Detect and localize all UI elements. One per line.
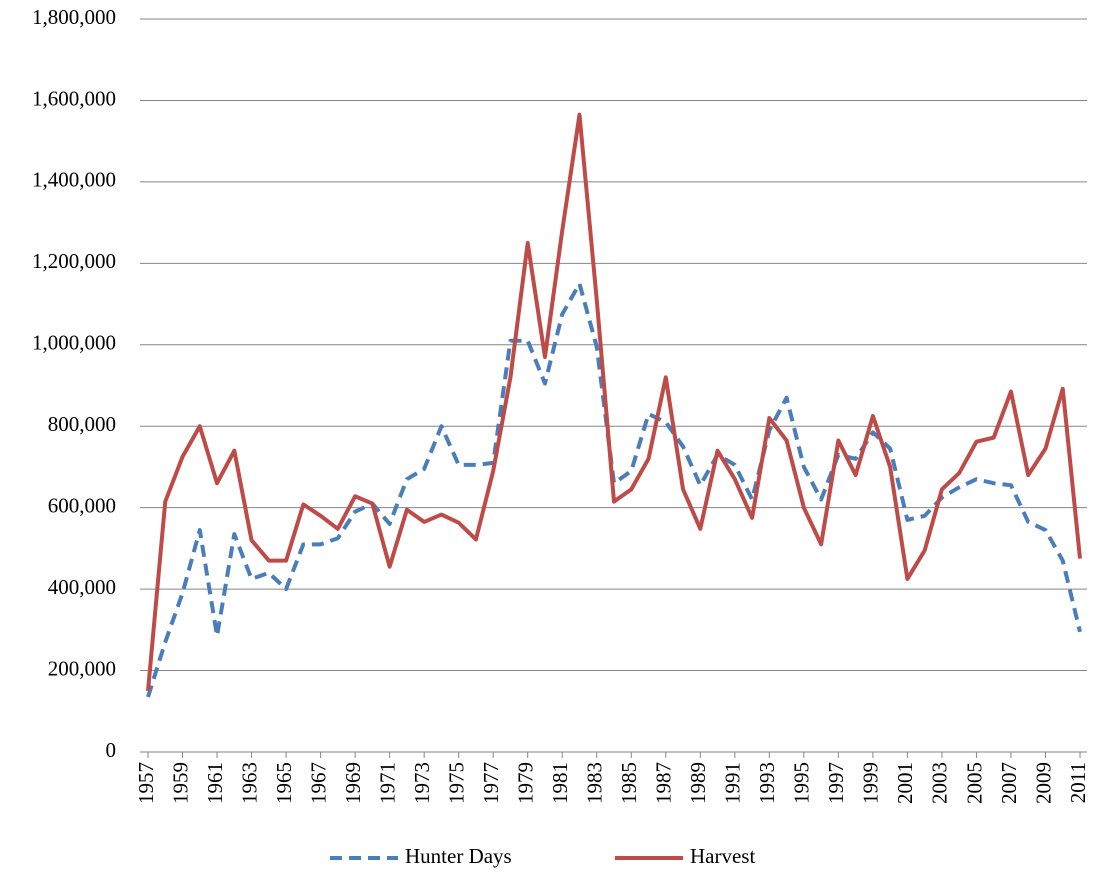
x-tick-label: 1993 <box>755 762 779 804</box>
legend-label: Hunter Days <box>405 844 512 868</box>
y-tick-label: 400,000 <box>48 575 116 599</box>
y-tick-label: 600,000 <box>48 493 116 517</box>
legend-label: Harvest <box>690 844 755 868</box>
x-tick-label: 1973 <box>410 762 434 804</box>
x-tick-label: 2005 <box>962 762 986 804</box>
y-tick-label: 1,000,000 <box>32 331 116 355</box>
x-tick-label: 1983 <box>583 762 607 804</box>
series-line <box>146 281 1082 698</box>
x-tick-label: 1981 <box>548 762 572 804</box>
x-tick-label: 1969 <box>341 762 365 804</box>
y-tick-label: 1,400,000 <box>32 168 116 192</box>
x-tick-label: 2003 <box>928 762 952 804</box>
x-tick-label: 1965 <box>272 762 296 804</box>
x-tick-label: 1967 <box>306 762 330 804</box>
x-tick-label: 1977 <box>479 762 503 804</box>
y-tick-label: 800,000 <box>48 412 116 436</box>
x-tick-label: 2009 <box>1031 762 1055 804</box>
x-tick-label: 1975 <box>444 762 468 804</box>
x-tick-label: 1957 <box>134 762 158 804</box>
y-tick-label: 0 <box>106 738 117 762</box>
x-tick-label: 1963 <box>237 762 261 804</box>
y-tick-label: 200,000 <box>48 656 116 680</box>
x-tick-label: 1985 <box>617 762 641 804</box>
y-tick-label: 1,600,000 <box>32 86 116 110</box>
x-tick-label: 1997 <box>824 762 848 804</box>
x-tick-label: 2011 <box>1066 762 1090 803</box>
y-tick-label: 1,800,000 <box>32 5 116 29</box>
x-tick-label: 1971 <box>375 762 399 804</box>
series-line <box>146 112 1082 692</box>
x-tick-label: 2001 <box>893 762 917 804</box>
x-tick-label: 1979 <box>514 762 538 804</box>
x-tick-label: 2007 <box>997 762 1021 804</box>
x-tick-label: 1999 <box>859 762 883 804</box>
x-tick-label: 1987 <box>652 762 676 804</box>
y-tick-label: 1,200,000 <box>32 249 116 273</box>
x-tick-label: 1995 <box>790 762 814 804</box>
x-tick-label: 1991 <box>721 762 745 804</box>
x-tick-label: 1961 <box>203 762 227 804</box>
x-tick-label: 1959 <box>168 762 192 804</box>
x-tick-label: 1989 <box>686 762 710 804</box>
